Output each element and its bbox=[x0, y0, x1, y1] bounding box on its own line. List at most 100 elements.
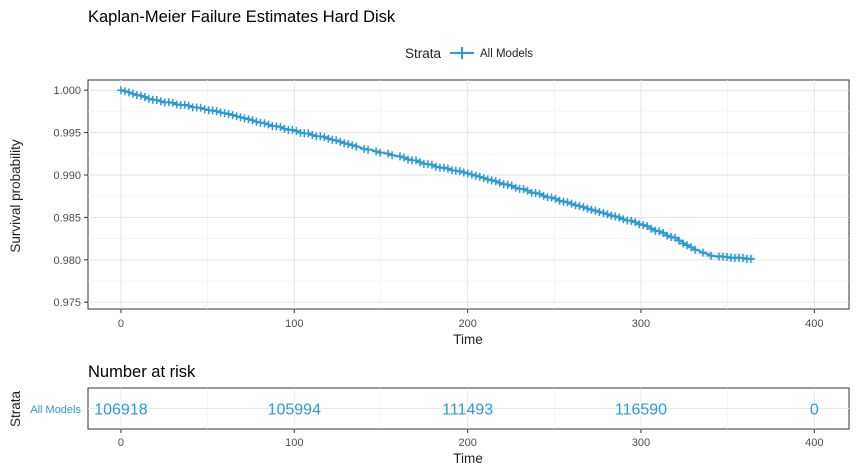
censor-mark bbox=[332, 136, 341, 145]
censor-mark bbox=[463, 169, 472, 178]
y-axis-ticks: 0.975 0.980 0.985 0.990 0.995 1.000 bbox=[53, 85, 88, 309]
censor-mark bbox=[412, 156, 420, 165]
y-tick-label: 0.975 bbox=[53, 297, 81, 309]
censor-mark bbox=[591, 206, 600, 215]
censor-mark bbox=[511, 183, 520, 192]
censor-mark bbox=[252, 117, 261, 126]
censor-mark bbox=[487, 176, 496, 185]
censor-marks bbox=[116, 86, 755, 263]
censor-mark bbox=[180, 100, 189, 109]
legend: Strata All Models bbox=[405, 46, 533, 61]
survival-plot: 0.975 0.980 0.985 0.990 0.995 1.000 0 100 200 30… bbox=[8, 79, 850, 347]
y-tick-label: 0.995 bbox=[53, 128, 81, 140]
censor-mark bbox=[376, 148, 385, 157]
censor-mark bbox=[288, 125, 297, 134]
censor-mark bbox=[128, 89, 137, 98]
x-tick-label: 300 bbox=[632, 318, 650, 330]
censor-mark bbox=[615, 213, 624, 222]
censor-mark bbox=[168, 98, 177, 107]
censor-mark bbox=[156, 97, 165, 106]
censor-mark bbox=[459, 168, 468, 177]
x-axis-ticks: 0 100 200 300 400 bbox=[118, 309, 824, 330]
censor-mark bbox=[276, 123, 285, 131]
censor-mark bbox=[316, 132, 325, 141]
censor-mark bbox=[260, 119, 269, 128]
censor-mark bbox=[427, 160, 436, 169]
censor-mark bbox=[212, 107, 221, 116]
risk-table: Number at risk 106918 105994 111493 116590 0… bbox=[8, 363, 850, 466]
censor-mark bbox=[340, 139, 349, 148]
censor-mark bbox=[611, 212, 620, 221]
y-tick-label: 0.980 bbox=[53, 255, 81, 267]
censor-mark bbox=[384, 149, 393, 158]
legend-title: Strata bbox=[405, 46, 442, 61]
censor-mark bbox=[396, 152, 404, 161]
censor-mark bbox=[519, 185, 528, 194]
censor-mark bbox=[471, 171, 480, 180]
censor-mark bbox=[308, 131, 317, 139]
censor-mark bbox=[699, 248, 707, 257]
censor-mark bbox=[244, 115, 253, 124]
censor-mark bbox=[200, 105, 209, 114]
y-tick-label: 0.990 bbox=[53, 170, 81, 182]
censor-mark bbox=[360, 144, 369, 153]
x-axis-label: Time bbox=[453, 332, 483, 347]
censor-mark bbox=[416, 158, 424, 167]
censor-mark bbox=[388, 151, 397, 160]
censor-mark bbox=[483, 175, 492, 184]
risk-x-tick-label: 0 bbox=[118, 437, 124, 449]
censor-mark bbox=[679, 239, 688, 248]
censor-mark bbox=[348, 141, 357, 150]
censor-mark bbox=[372, 147, 381, 156]
risk-y-axis-label: Strata bbox=[8, 391, 23, 428]
censor-mark bbox=[738, 254, 747, 262]
risk-table-title: Number at risk bbox=[88, 363, 196, 381]
censor-mark bbox=[627, 216, 636, 225]
risk-x-tick-label: 400 bbox=[805, 437, 823, 449]
risk-table-x-ticks: 0 100 200 300 400 bbox=[118, 429, 824, 449]
risk-x-axis-label: Time bbox=[453, 451, 483, 466]
censor-mark bbox=[120, 87, 129, 96]
x-tick-label: 100 bbox=[285, 318, 303, 330]
censor-mark bbox=[136, 91, 145, 100]
censor-mark bbox=[344, 140, 353, 149]
censor-mark bbox=[555, 196, 564, 205]
risk-value: 106918 bbox=[94, 402, 147, 419]
risk-value: 105994 bbox=[268, 402, 321, 419]
censor-mark bbox=[304, 129, 313, 138]
censor-mark bbox=[144, 94, 153, 103]
censor-mark bbox=[579, 203, 588, 212]
risk-value: 111493 bbox=[442, 402, 493, 419]
censor-mark bbox=[563, 198, 572, 207]
x-tick-label: 400 bbox=[805, 318, 823, 330]
censor-mark bbox=[232, 112, 241, 121]
censor-mark bbox=[280, 124, 289, 133]
x-tick-label: 200 bbox=[458, 318, 476, 330]
censor-mark bbox=[152, 96, 161, 104]
censor-mark bbox=[707, 251, 715, 260]
censor-mark bbox=[523, 186, 532, 195]
censor-mark bbox=[583, 204, 592, 213]
censor-mark bbox=[467, 170, 476, 179]
censor-mark bbox=[495, 178, 504, 187]
censor-mark bbox=[264, 120, 273, 129]
censor-mark bbox=[479, 174, 488, 182]
censor-mark bbox=[443, 164, 452, 173]
censor-mark bbox=[655, 227, 664, 236]
plot-panel bbox=[87, 79, 850, 310]
risk-x-tick-label: 100 bbox=[285, 437, 303, 449]
risk-x-tick-label: 300 bbox=[632, 437, 650, 449]
censor-mark bbox=[364, 145, 373, 154]
censor-mark bbox=[635, 220, 644, 229]
y-axis-label: Survival probability bbox=[8, 139, 23, 253]
censor-mark bbox=[352, 142, 361, 151]
censor-mark bbox=[196, 103, 205, 112]
censor-mark bbox=[116, 86, 125, 95]
risk-table-values: 106918 105994 111493 116590 0 bbox=[94, 402, 819, 419]
legend-label: All Models bbox=[480, 48, 533, 60]
x-tick-label: 0 bbox=[118, 318, 124, 330]
censor-mark bbox=[663, 231, 672, 240]
censor-mark bbox=[208, 106, 217, 115]
risk-row-label: All Models bbox=[30, 404, 81, 416]
